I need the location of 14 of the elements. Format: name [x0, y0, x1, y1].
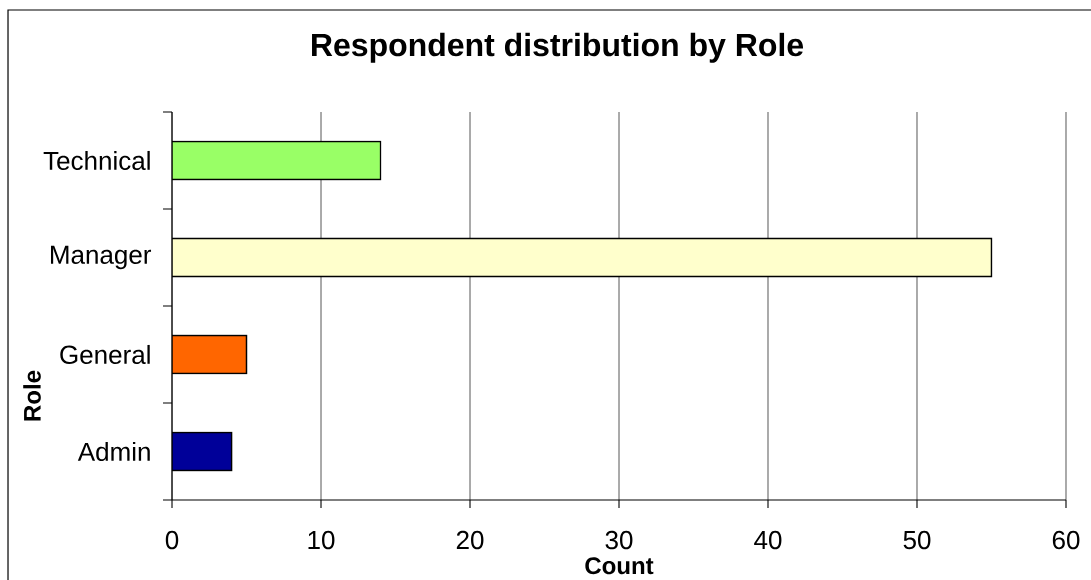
y-tick-label: Admin [77, 441, 150, 462]
y-tick-label: Manager [50, 245, 152, 270]
x-axis-title: Count [585, 557, 654, 575]
x-tick-label: 40 [754, 530, 782, 550]
y-tick-label: Technical [43, 150, 150, 171]
x-tick-label: 0 [165, 530, 179, 550]
chart-title: Respondent distribution by Role [312, 32, 804, 63]
x-tick-label: 60 [1052, 530, 1080, 550]
y-tick-label: General [60, 344, 150, 365]
x-tick-label: 10 [308, 530, 335, 550]
y-axis-title: Role [23, 370, 41, 421]
x-tick-label: 30 [605, 530, 633, 550]
x-tick-label: 50 [903, 530, 931, 550]
x-tick-label: 20 [456, 530, 484, 550]
